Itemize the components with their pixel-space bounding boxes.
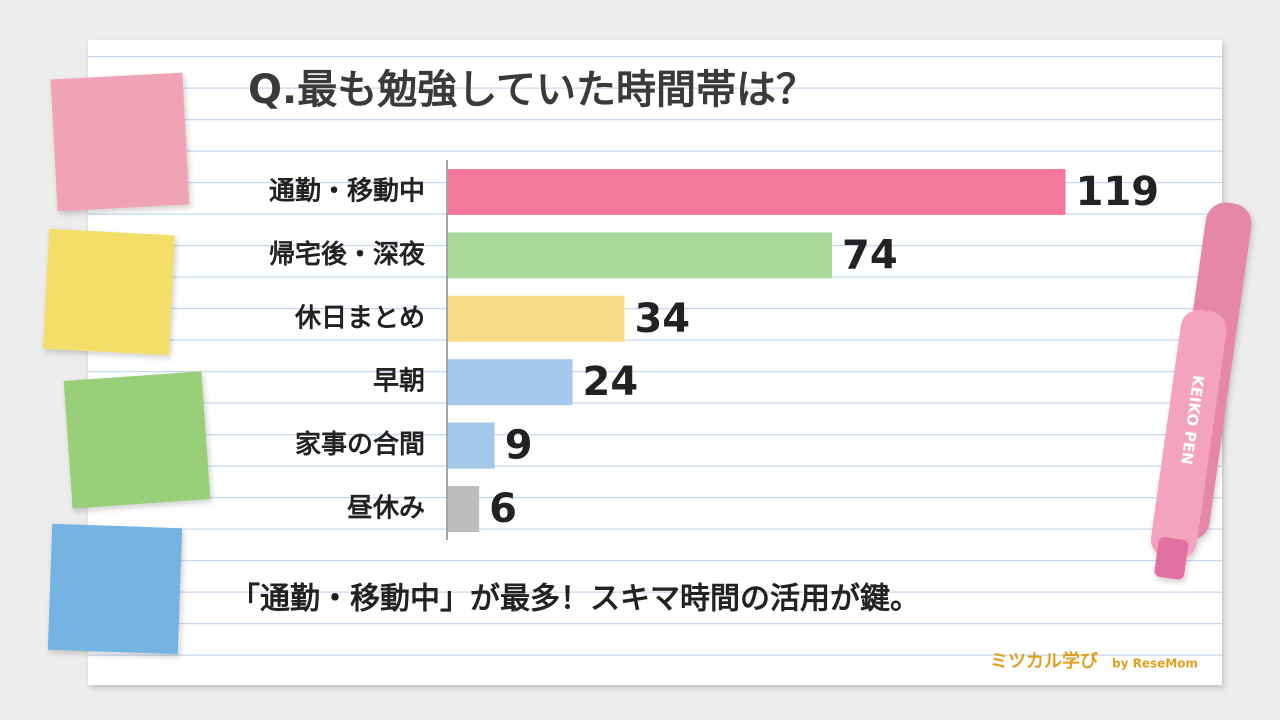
- sticky-notes: [42, 72, 211, 655]
- category-label: 帰宅後・深夜: [269, 239, 426, 270]
- bar: [448, 169, 1066, 215]
- bar: [448, 422, 495, 469]
- value-label: 34: [634, 296, 690, 342]
- chart-title: Q.最も勉強していた時間帯は？: [248, 67, 816, 113]
- logo-by: by ReseMom: [1112, 657, 1198, 671]
- category-label: 早朝: [373, 366, 425, 397]
- caption: 「通勤・移動中」が最多！スキマ時間の活用が鍵。: [230, 582, 920, 617]
- value-label: 6: [489, 486, 517, 532]
- category-label: 通勤・移動中: [269, 177, 425, 207]
- paper-lines: [88, 40, 1222, 685]
- category-label: 家事の合間: [295, 429, 425, 460]
- category-label: 休日まとめ: [294, 303, 425, 333]
- value-label: 74: [842, 232, 898, 278]
- bar: [448, 232, 833, 279]
- category-label: 昼休み: [347, 494, 425, 524]
- pen: KEIKO PEN: [1150, 202, 1252, 580]
- value-label: 9: [505, 423, 533, 469]
- bar: [448, 359, 573, 406]
- value-label: 119: [1076, 169, 1160, 215]
- bar: [448, 295, 625, 342]
- logo: ミツカル学び: [990, 650, 1099, 672]
- value-label: 24: [583, 359, 639, 405]
- bar: [448, 486, 480, 532]
